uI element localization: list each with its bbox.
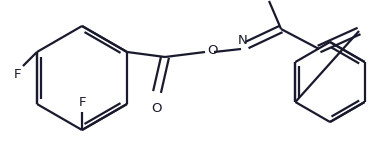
Text: F: F <box>78 96 86 109</box>
Text: N: N <box>238 34 248 47</box>
Text: F: F <box>14 68 21 81</box>
Text: O: O <box>207 43 218 56</box>
Text: O: O <box>151 102 161 115</box>
